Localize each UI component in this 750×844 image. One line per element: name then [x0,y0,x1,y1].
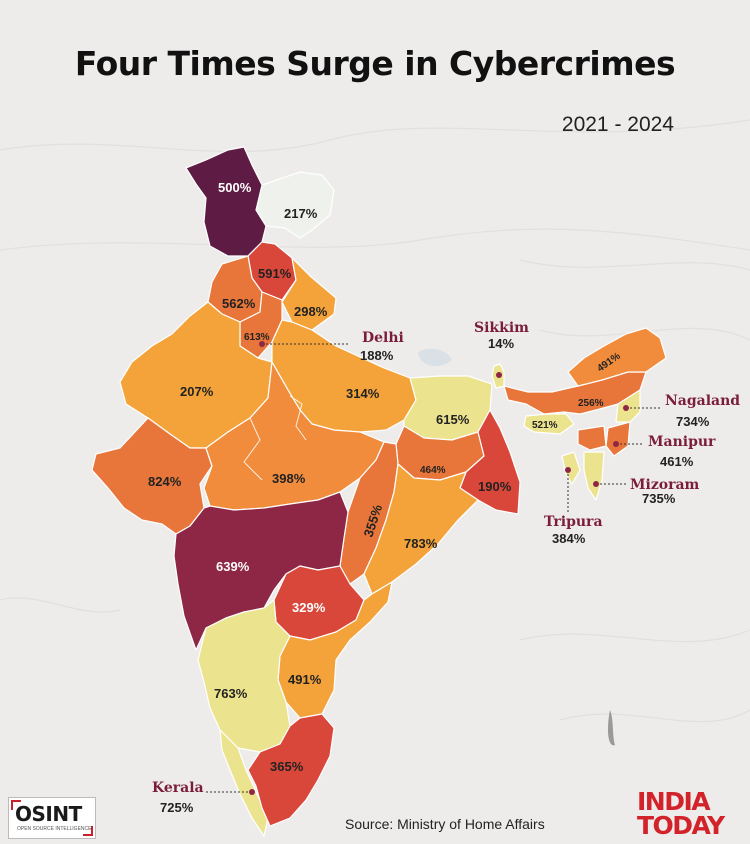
region-mizoram [583,451,605,501]
label-ladakh: 217% [284,206,318,221]
india-today-line2: TODAY [637,811,725,840]
region-tamil-nadu [247,713,335,827]
callout-tripura-name: Tripura [544,514,603,530]
label-andhra-pradesh: 491% [288,672,322,687]
label-jharkhand: 464% [420,465,446,476]
region-ladakh [255,171,335,239]
callout-delhi-value: 188% [360,348,394,363]
callout-tripura-value: 384% [552,531,586,546]
callout-mizoram-name: Mizoram [630,477,700,493]
india-today-logo: INDIA TODAY [637,787,745,840]
label-assam: 256% [578,398,604,409]
callout-sikkim-name: Sikkim [474,320,529,336]
label-west-bengal: 190% [478,479,512,494]
label-karnataka: 763% [214,686,248,701]
label-uttarakhand: 298% [294,304,328,319]
osint-logo-subtext: OPEN SOURCE INTELLIGENCE [17,826,92,832]
label-haryana: 613% [244,332,270,343]
label-jammu-kashmir: 500% [218,180,252,195]
callout-nagaland-name: Nagaland [665,393,740,409]
region-meghalaya [523,413,575,435]
callout-mizoram-value: 735% [642,491,676,506]
label-odisha: 783% [404,536,438,551]
callout-nagaland-value: 734% [676,414,710,429]
osint-logo-text: OSINT [15,802,82,826]
label-rajasthan: 207% [180,384,214,399]
label-meghalaya: 521% [532,420,558,431]
label-himachal: 591% [258,266,292,281]
region-west-bengal [459,409,521,515]
label-gujarat: 824% [148,474,182,489]
region-arunachal [567,327,667,387]
callout-manipur-value: 461% [660,454,694,469]
label-maharashtra: 639% [216,559,250,574]
callout-sikkim-value: 14% [488,336,514,351]
callout-manipur-name: Manipur [648,434,716,450]
map-title: Four Times Surge in Cybercrimes [74,44,676,83]
period-label: 2021 - 2024 [561,113,674,136]
label-telangana: 329% [292,600,326,615]
callout-kerala-value: 725% [160,800,194,815]
region-manipur [605,421,631,457]
callout-kerala-name: Kerala [152,780,204,796]
region-jammu-kashmir [185,146,267,257]
region-tripura [561,451,581,485]
callout-delhi-name: Delhi [362,330,404,346]
label-uttar-pradesh: 314% [346,386,380,401]
label-bihar: 615% [436,412,470,427]
region-odisha [363,463,479,595]
region-kerala [219,729,269,837]
label-punjab: 562% [222,296,256,311]
region-karnataka [197,599,291,753]
source-note: Source: Ministry of Home Affairs [345,816,545,832]
label-madhya-pradesh: 398% [272,471,306,486]
label-tamil-nadu: 365% [270,759,304,774]
india-today-line1: INDIA [637,787,711,816]
region-assam-south [577,425,607,451]
osint-logo: OSINT OPEN SOURCE INTELLIGENCE [8,797,96,839]
